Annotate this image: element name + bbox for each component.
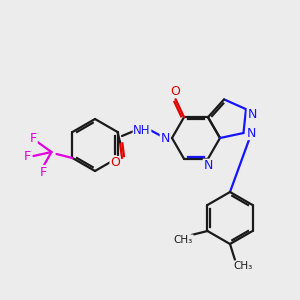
Text: CH₃: CH₃ xyxy=(233,261,253,271)
Text: F: F xyxy=(30,131,37,145)
Text: N: N xyxy=(247,127,256,140)
Text: CH₃: CH₃ xyxy=(174,235,193,245)
Text: F: F xyxy=(40,166,47,178)
Text: F: F xyxy=(24,149,31,163)
Text: N: N xyxy=(203,159,213,172)
Text: N: N xyxy=(247,108,257,121)
Text: O: O xyxy=(110,157,120,169)
Text: NH: NH xyxy=(133,124,151,136)
Text: O: O xyxy=(171,85,181,98)
Text: N: N xyxy=(160,131,170,145)
